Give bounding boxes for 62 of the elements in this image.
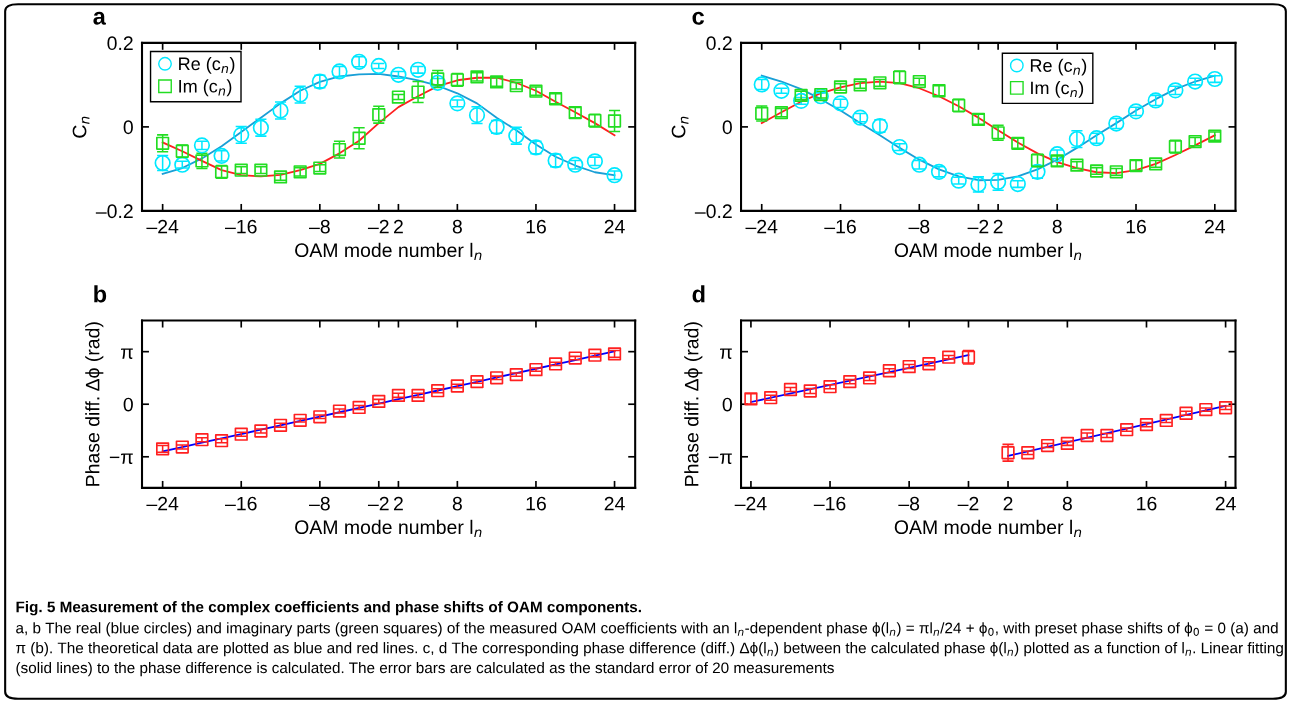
y-tick-label: 0 bbox=[123, 120, 133, 135]
chart-title: c bbox=[692, 11, 705, 25]
x-axis-title: OAM mode number l$_{n}$ bbox=[295, 242, 482, 261]
y-axis-title: Phase diff. Δϕ (rad) bbox=[85, 322, 104, 486]
x-tick-label: –24 bbox=[146, 219, 179, 234]
y-axis-title: C$_{n}$ bbox=[671, 116, 689, 138]
y-axis-title: Phase diff. Δϕ (rad) bbox=[684, 322, 703, 486]
x-tick-label: 16 bbox=[526, 219, 546, 234]
x-tick-label: –16 bbox=[225, 219, 257, 234]
chart-title: b bbox=[94, 285, 107, 303]
x-axis-title: OAM mode number l$_{n}$ bbox=[295, 519, 482, 538]
y-tick-label: −π bbox=[109, 453, 133, 465]
legend-label: Im (c$_{n}$) bbox=[1031, 81, 1084, 98]
x-tick-label: 2 bbox=[1003, 496, 1013, 511]
x-tick-label: 24 bbox=[604, 496, 625, 511]
x-tick-label: 8 bbox=[1052, 219, 1062, 234]
x-tick-label: 16 bbox=[1126, 219, 1146, 234]
x-tick-label: –2 bbox=[367, 496, 389, 511]
y-tick-label: 0.2 bbox=[706, 36, 732, 51]
x-tick-label: 16 bbox=[526, 496, 546, 511]
chart-title: a bbox=[93, 11, 106, 25]
x-tick-label: –2 bbox=[957, 496, 979, 511]
x-tick-label: 2 bbox=[393, 496, 403, 511]
caption: Fig. 5 Measurement of the complex coefficients and phase shifts of OAM components. bbox=[16, 601, 641, 616]
y-tick-label: π bbox=[720, 348, 732, 359]
y-tick-label: π bbox=[121, 348, 133, 359]
x-tick-label: –24 bbox=[146, 496, 179, 511]
y-tick-label: –0.2 bbox=[694, 204, 732, 219]
x-tick-label: 24 bbox=[1204, 219, 1226, 234]
legend-label: Re (c$_{n}$) bbox=[179, 56, 235, 74]
y-tick-label: −π bbox=[708, 453, 732, 465]
y-axis-title: C$_{n}$ bbox=[72, 116, 90, 138]
x-axis-title: OAM mode number l$_{n}$ bbox=[894, 519, 1082, 538]
x-tick-label: –16 bbox=[225, 496, 257, 511]
x-tick-label: 8 bbox=[1062, 496, 1072, 511]
x-tick-label: 2 bbox=[393, 219, 403, 234]
x-tick-label: 8 bbox=[452, 496, 462, 511]
x-tick-label: –2 bbox=[367, 219, 389, 234]
y-tick-label: 0 bbox=[722, 397, 732, 412]
x-tick-label: 8 bbox=[452, 219, 462, 234]
text: a, b The real (blue circles) and imaginary parts (green squares) of the measured OAM coefficients with an l$_{n}$-dependent phase ϕ(l$_{n}$) = πl$_{n}$/24 + ϕ$_{0}$, with preset phase shifts of ϕ$_{0}$ = 0 (a) and π (b). The theoretical data are plotted as blue and red lines. c, d The corresponding phase difference (diff.) Δϕ(l$_{n}$) between the calculated phase ϕ(l$_{n}$) plotted as a function of l$_{n}$. Linear fitting (solid lines) to the phase difference is calculated. The error bars are calculated as the standard error of 20 measurements bbox=[16, 622, 1283, 677]
x-tick-label: –2 bbox=[967, 219, 989, 234]
legend-label: Re (c$_{n}$) bbox=[1030, 58, 1087, 76]
x-tick-label: –24 bbox=[745, 219, 778, 234]
x-tick-label: –8 bbox=[908, 219, 930, 234]
chart-title: d bbox=[692, 285, 705, 303]
x-tick-label: –24 bbox=[734, 496, 767, 511]
x-tick-label: 24 bbox=[1215, 496, 1236, 511]
y-tick-label: –0.2 bbox=[95, 204, 133, 219]
x-tick-label: –16 bbox=[824, 219, 856, 234]
legend-label: Im (c$_{n}$) bbox=[179, 79, 232, 97]
x-tick-label: –8 bbox=[898, 496, 920, 511]
y-tick-label: 0 bbox=[722, 120, 732, 135]
x-tick-label: –8 bbox=[309, 496, 330, 511]
x-axis-title: OAM mode number l$_{n}$ bbox=[894, 242, 1082, 261]
x-tick-label: 16 bbox=[1137, 496, 1157, 511]
x-tick-label: –8 bbox=[309, 219, 330, 234]
y-tick-label: 0.2 bbox=[107, 36, 133, 51]
y-tick-label: 0 bbox=[123, 397, 133, 412]
x-tick-label: 2 bbox=[993, 219, 1003, 234]
x-tick-label: –16 bbox=[813, 496, 846, 511]
x-tick-label: 24 bbox=[604, 219, 625, 234]
